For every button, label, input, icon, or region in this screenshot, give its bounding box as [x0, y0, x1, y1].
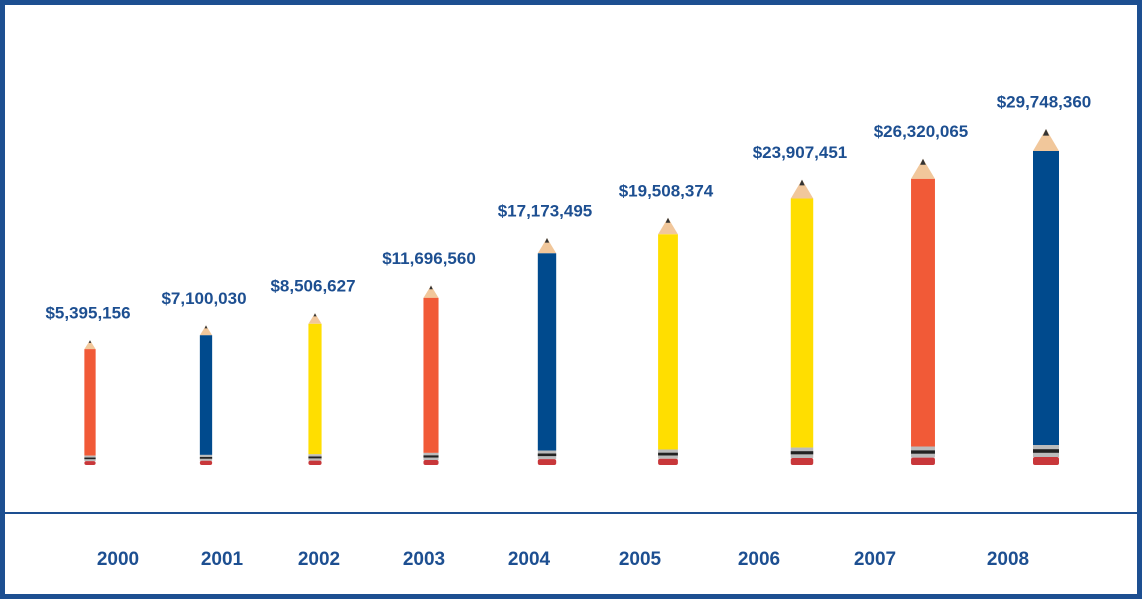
- bar: [1033, 151, 1059, 445]
- pencil-ferrule-band: [1033, 449, 1059, 453]
- pencil-tip: [423, 285, 439, 298]
- pencil-ferrule-band: [84, 457, 96, 460]
- value-label: $29,748,360: [997, 92, 1092, 111]
- bar: [199, 335, 213, 455]
- pencil-ferrule-band: [423, 455, 439, 458]
- pencil-eraser: [199, 460, 213, 465]
- x-tick-label: 2006: [738, 549, 780, 570]
- pencil-tip: [911, 158, 935, 179]
- pencil-lead: [1042, 129, 1050, 136]
- pencil-ferrule-band: [790, 451, 814, 455]
- pencil-eraser: [84, 461, 96, 465]
- bar: [790, 198, 814, 448]
- value-label: $23,907,451: [753, 143, 848, 162]
- value-label: $26,320,065: [874, 122, 969, 141]
- pencil-tip: [308, 313, 322, 324]
- x-tick-label: 2000: [97, 549, 139, 570]
- pencil: [423, 285, 439, 465]
- pencil-ferrule-band: [658, 452, 678, 456]
- value-label: $7,100,030: [161, 289, 246, 308]
- bar: [423, 297, 439, 453]
- value-label: $8,506,627: [270, 277, 355, 296]
- pencil-tip: [537, 238, 557, 254]
- pencil: [537, 238, 557, 465]
- pencil-lead: [920, 158, 926, 165]
- pencil-tip: [1033, 129, 1059, 151]
- pencil-lead: [88, 340, 92, 343]
- pencil-lead: [429, 285, 433, 290]
- pencil-eraser: [308, 460, 322, 465]
- pencil-lead: [665, 217, 671, 223]
- pencil-ferrule-band: [199, 456, 213, 459]
- x-tick-label: 2005: [619, 549, 662, 570]
- pencil: [1033, 129, 1059, 465]
- x-tick-label: 2007: [854, 549, 896, 570]
- pencil: [199, 325, 213, 465]
- bar: [658, 234, 678, 450]
- pencil: [84, 340, 96, 465]
- x-tick-label: 2003: [403, 549, 445, 570]
- pencil: [911, 158, 935, 465]
- value-label: $5,395,156: [45, 304, 130, 323]
- pencil: [790, 179, 814, 465]
- bar: [537, 253, 557, 451]
- pencil-eraser: [658, 458, 678, 465]
- bar: [911, 178, 935, 447]
- pencil-tip: [84, 340, 96, 350]
- pencil-ferrule-band: [308, 456, 322, 459]
- pencil-eraser: [911, 457, 935, 465]
- bar: [308, 323, 322, 455]
- pencil-eraser: [790, 457, 814, 465]
- pencil-tip: [199, 325, 213, 336]
- pencil-lead: [799, 179, 805, 186]
- pencil: [308, 313, 322, 465]
- value-label: $11,696,560: [382, 249, 476, 268]
- value-label: $19,508,374: [619, 181, 714, 200]
- pencil-lead: [544, 238, 550, 243]
- pencil-lead: [204, 325, 208, 329]
- pencil-eraser: [1033, 457, 1059, 465]
- pencil-eraser: [537, 459, 557, 465]
- x-tick-label: 2008: [987, 549, 1029, 570]
- pencil-eraser: [423, 460, 439, 465]
- pencil-tip: [790, 179, 814, 199]
- bar: [84, 349, 96, 456]
- pencil-lead: [313, 313, 317, 317]
- x-tick-label: 2002: [298, 549, 340, 570]
- pencil-ferrule-band: [537, 453, 557, 457]
- pencil-tip: [658, 217, 678, 235]
- value-label: $17,173,495: [498, 202, 593, 221]
- x-tick-label: 2001: [201, 549, 244, 570]
- x-tick-label: 2004: [508, 549, 551, 570]
- pencil: [658, 217, 678, 465]
- pencil-ferrule-band: [911, 450, 935, 454]
